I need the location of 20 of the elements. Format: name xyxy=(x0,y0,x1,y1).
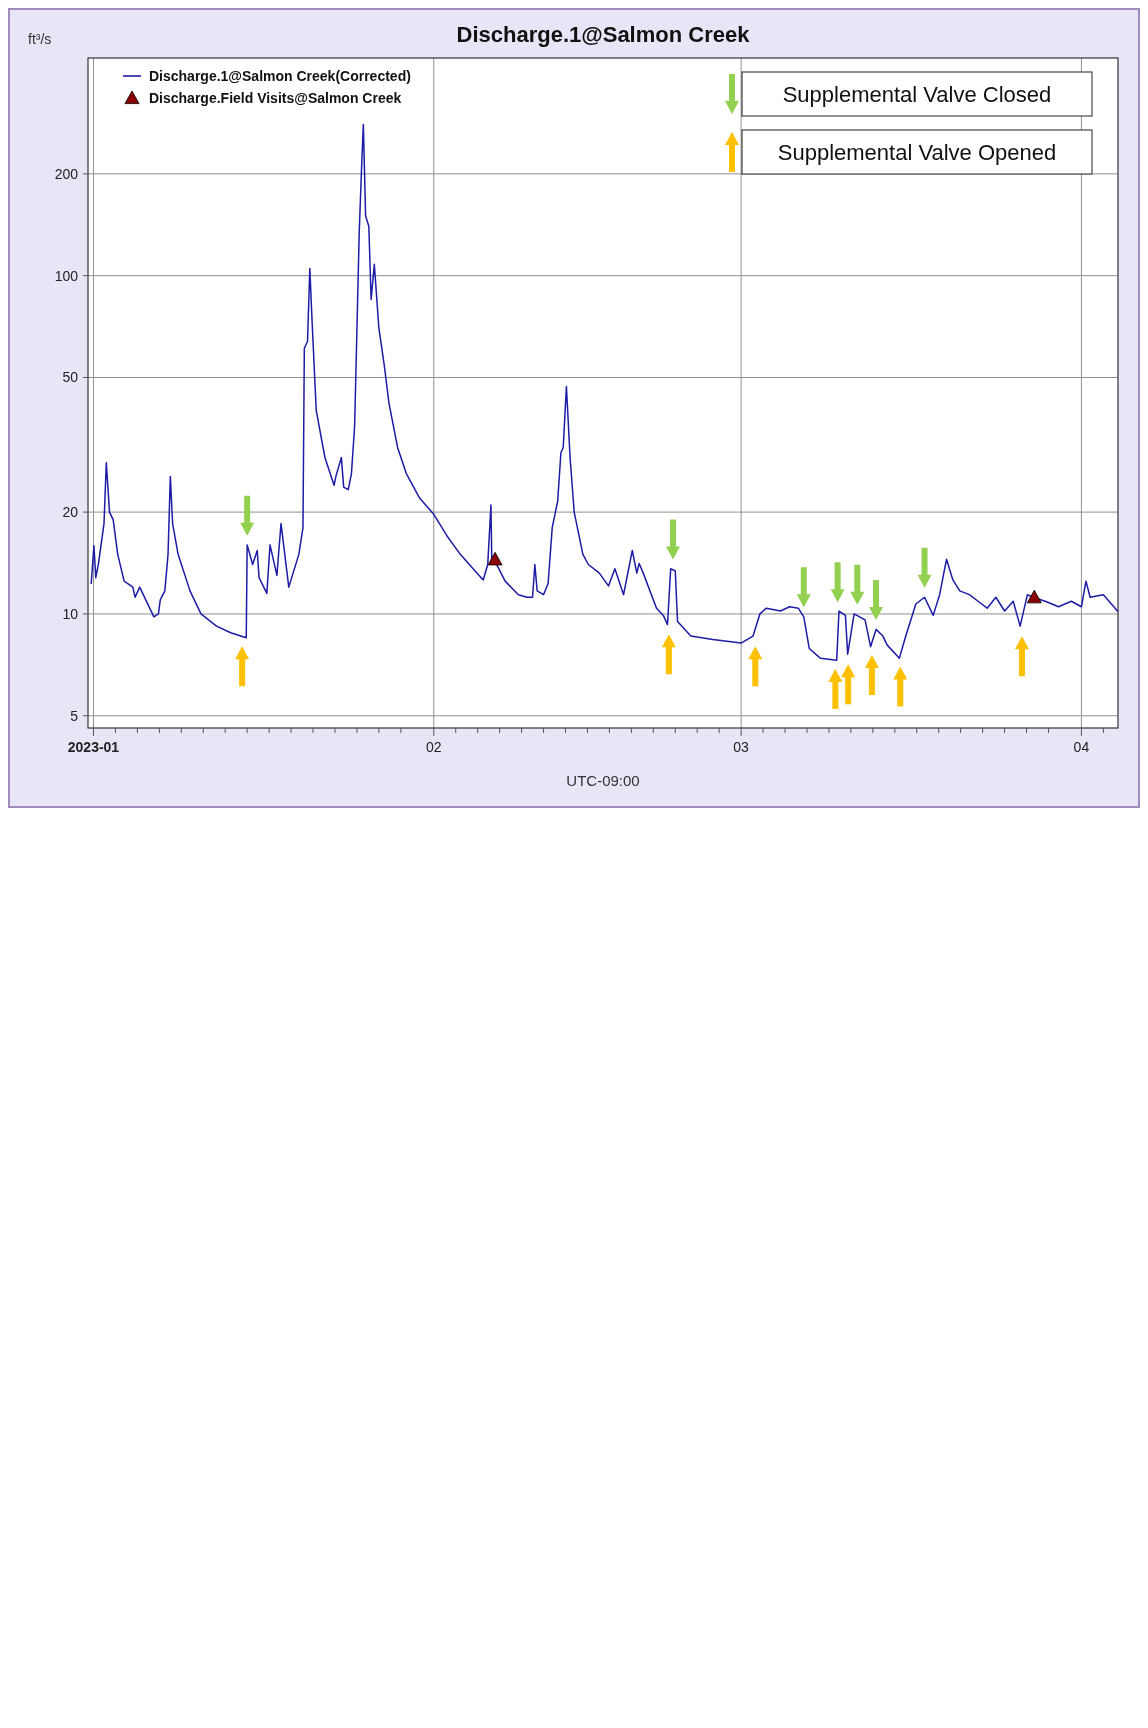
point xyxy=(487,551,503,566)
chart-title: Discharge.1@Salmon Creek xyxy=(456,22,751,47)
y-axis-title: ft³/s xyxy=(28,31,52,47)
legend-label: Supplemental Valve Closed xyxy=(782,82,1052,107)
x-tick-label: 04 xyxy=(1073,739,1090,755)
legend-label: Discharge.Field Visits@Salmon Creek xyxy=(149,90,402,106)
y-tick-label: 5 xyxy=(70,707,79,724)
legend-label: Supplemental Valve Opened xyxy=(777,140,1057,165)
y-tick-label: 200 xyxy=(54,165,79,182)
x-tick-label: 03 xyxy=(733,739,750,755)
y-tick-label: 10 xyxy=(62,605,79,622)
legend-label: Discharge.1@Salmon Creek(Corrected) xyxy=(149,68,411,84)
y-tick-label: 100 xyxy=(54,267,79,284)
x-tick-label: 02 xyxy=(425,739,442,755)
x-axis-title: UTC-09:00 xyxy=(566,772,640,789)
y-tick-label: 20 xyxy=(62,504,79,521)
x-tick-label: 2023-01 xyxy=(67,739,120,755)
line-series xyxy=(90,123,1119,661)
y-tick-label: 50 xyxy=(62,369,79,386)
point xyxy=(1026,589,1042,604)
